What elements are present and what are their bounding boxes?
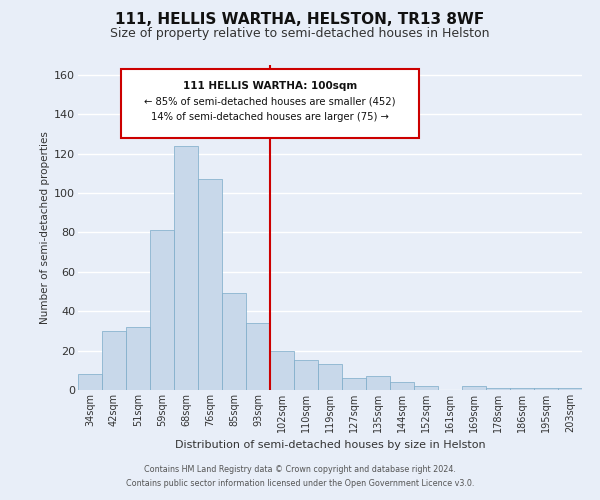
Bar — [198, 179, 222, 390]
Bar — [510, 388, 534, 390]
Bar — [270, 350, 294, 390]
Bar — [558, 388, 582, 390]
Bar — [121, 69, 419, 138]
Y-axis label: Number of semi-detached properties: Number of semi-detached properties — [40, 131, 50, 324]
Text: 111, HELLIS WARTHA, HELSTON, TR13 8WF: 111, HELLIS WARTHA, HELSTON, TR13 8WF — [115, 12, 485, 28]
Bar — [174, 146, 198, 390]
Text: 14% of semi-detached houses are larger (75) →: 14% of semi-detached houses are larger (… — [151, 112, 389, 122]
Text: 111 HELLIS WARTHA: 100sqm: 111 HELLIS WARTHA: 100sqm — [183, 81, 357, 91]
Bar — [534, 388, 558, 390]
Text: Size of property relative to semi-detached houses in Helston: Size of property relative to semi-detach… — [110, 28, 490, 40]
Bar — [318, 364, 342, 390]
Bar — [414, 386, 438, 390]
Bar — [390, 382, 414, 390]
Bar — [126, 327, 150, 390]
Bar — [150, 230, 174, 390]
Bar — [342, 378, 366, 390]
X-axis label: Distribution of semi-detached houses by size in Helston: Distribution of semi-detached houses by … — [175, 440, 485, 450]
Bar — [246, 323, 270, 390]
Bar — [294, 360, 318, 390]
Bar — [102, 331, 126, 390]
Bar — [222, 294, 246, 390]
Bar — [78, 374, 102, 390]
Text: ← 85% of semi-detached houses are smaller (452): ← 85% of semi-detached houses are smalle… — [144, 96, 396, 106]
Text: Contains HM Land Registry data © Crown copyright and database right 2024.
Contai: Contains HM Land Registry data © Crown c… — [126, 466, 474, 487]
Bar — [462, 386, 486, 390]
Bar — [366, 376, 390, 390]
Bar — [486, 388, 510, 390]
